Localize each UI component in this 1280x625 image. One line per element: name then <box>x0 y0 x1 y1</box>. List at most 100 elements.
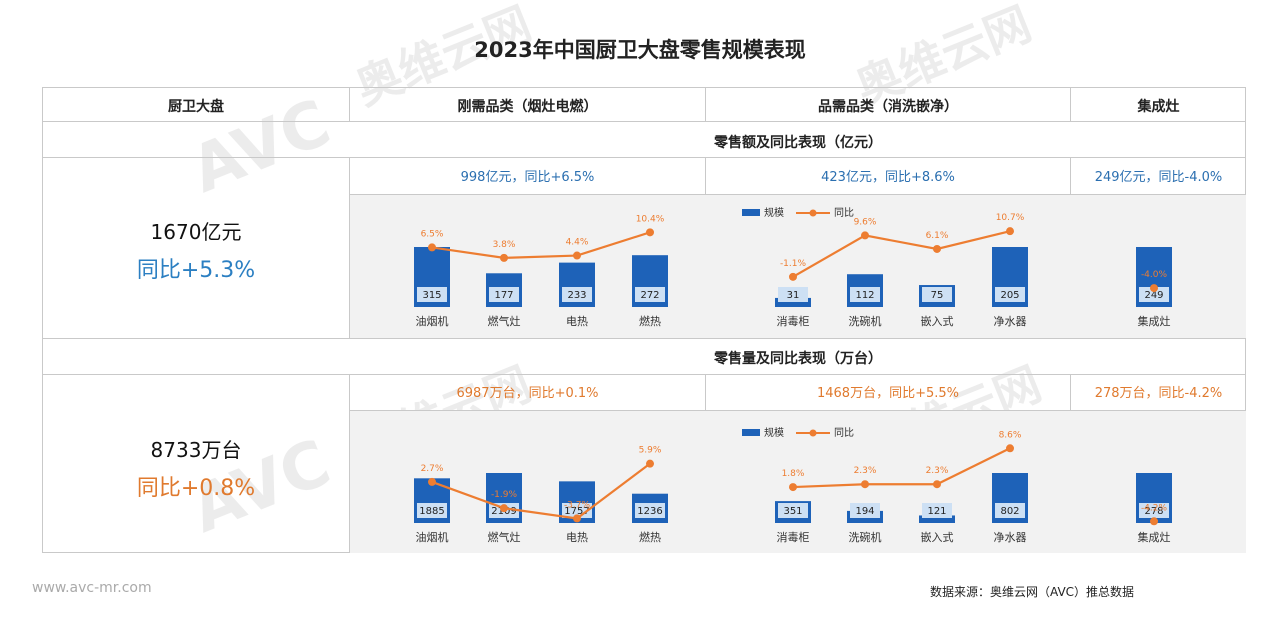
divider <box>349 157 350 338</box>
bar-value-label: 75 <box>931 290 944 301</box>
growth-label: 2.3% <box>926 466 949 476</box>
bar-value-box <box>922 503 952 518</box>
category-label: 集成灶 <box>1138 530 1171 544</box>
category-label: 燃热 <box>639 314 661 328</box>
bar-value-box <box>562 503 592 518</box>
divider <box>42 121 1246 122</box>
total-volume-value: 8733万台 <box>150 438 242 462</box>
bar-value-label: 802 <box>1000 506 1019 517</box>
growth-line <box>792 447 1011 489</box>
growth-point <box>500 253 508 262</box>
divider <box>1070 157 1071 194</box>
growth-label: 10.7% <box>996 213 1025 223</box>
growth-label: 9.6% <box>854 217 877 227</box>
divider <box>349 374 350 553</box>
category-label: 嵌入式 <box>921 315 954 328</box>
growth-point <box>789 483 797 492</box>
section-heading-volume: 零售量及同比表现（万台） <box>714 351 882 367</box>
bar-value-label: 112 <box>855 290 874 301</box>
growth-label: 6.5% <box>421 229 444 239</box>
bar-value-label: 351 <box>783 506 802 517</box>
divider <box>1070 374 1071 410</box>
growth-label: 5.9% <box>639 446 662 456</box>
bar-value-box <box>850 287 880 302</box>
growth-point <box>789 272 797 281</box>
header-upgrade: 品需品类（消洗嵌净） <box>818 99 958 115</box>
bar-value-box <box>850 503 880 518</box>
category-label: 消毒柜 <box>777 530 810 544</box>
growth-label: -1.1% <box>780 259 807 269</box>
bar-value-box <box>1139 503 1169 518</box>
legend-line-marker <box>809 429 817 437</box>
growth-point <box>933 244 941 253</box>
legend-bar-label: 规模 <box>764 426 784 439</box>
bar-value-box <box>922 287 952 302</box>
growth-label: 2.7% <box>421 464 444 474</box>
category-label: 燃气灶 <box>488 314 521 328</box>
sales-chart: 规模 同比 315 油烟机 177 燃气灶 233 电热 272 燃热 6.5% 3.8% 4.4% 10… <box>414 206 1172 328</box>
divider <box>42 157 1246 158</box>
growth-point <box>646 228 654 237</box>
growth-point <box>573 514 581 523</box>
category-label: 嵌入式 <box>921 531 954 544</box>
growth-point <box>1006 227 1014 236</box>
growth-label: -3.7% <box>564 500 591 510</box>
bar-value-box <box>489 287 519 302</box>
divider <box>350 194 1246 195</box>
divider <box>705 374 706 410</box>
bar-value-box <box>778 287 808 302</box>
legend-line-label: 同比 <box>834 427 854 439</box>
bar-value-box <box>995 503 1025 518</box>
summary-integrated-sales: 249亿元，同比-4.0% <box>1094 170 1223 185</box>
growth-point <box>861 231 869 240</box>
growth-point <box>1006 444 1014 453</box>
divider <box>349 87 350 121</box>
growth-label: 2.3% <box>854 466 877 476</box>
category-label: 净水器 <box>994 530 1027 544</box>
growth-point <box>500 504 508 513</box>
bar-value-box <box>995 287 1025 302</box>
header-essential: 刚需品类（烟灶电燃） <box>457 99 598 115</box>
category-label: 洗碗机 <box>849 314 882 328</box>
growth-label: 10.4% <box>636 214 665 224</box>
category-label: 消毒柜 <box>777 314 810 328</box>
volume-chart: 规模同比1885油烟机2109燃气灶1757电热1236燃热2.7%-1.9%-… <box>414 426 1172 544</box>
legend-bar-label: 规模 <box>764 206 784 219</box>
bar-value-box <box>635 287 665 302</box>
data-source-footer: 数据来源：奥维云网（AVC）推总数据 <box>930 585 1135 599</box>
growth-label: 3.8% <box>493 240 516 250</box>
growth-label: -4.0% <box>1141 270 1168 280</box>
bar-value-label: 205 <box>1000 290 1019 301</box>
total-sales-growth: 同比+5.3% <box>136 258 256 283</box>
bar-value-box <box>562 287 592 302</box>
summary-upgrade-volume: 1468万台，同比+5.5% <box>816 386 959 401</box>
category-label: 电热 <box>566 531 588 544</box>
bar <box>775 297 811 307</box>
bar-value-label: 249 <box>1144 290 1163 301</box>
chart-area-sales: 规模 同比 315 油烟机 177 燃气灶 233 电热 272 燃热 6.5% 3.8% 4.4% 10… <box>350 195 1246 338</box>
category-label: 净水器 <box>994 314 1027 328</box>
growth-line <box>431 231 651 259</box>
section-heading-sales: 零售额及同比表现（亿元） <box>714 135 882 151</box>
bar-value-label: 1236 <box>637 506 662 517</box>
growth-label: 4.4% <box>566 238 589 248</box>
chart-area-volume: 规模同比1885油烟机2109燃气灶1757电热1236燃热2.7%-1.9%-… <box>350 411 1246 553</box>
growth-point <box>933 480 941 489</box>
divider <box>42 338 1246 339</box>
summary-essential-volume: 6987万台，同比+0.1% <box>456 386 599 401</box>
website-footer: www.avc-mr.com <box>32 580 152 596</box>
divider <box>1070 87 1071 121</box>
header-integrated: 集成灶 <box>1137 99 1180 115</box>
category-label: 集成灶 <box>1138 314 1171 328</box>
header-overall: 厨卫大盘 <box>168 99 224 115</box>
bar-value-label: 177 <box>494 290 513 301</box>
category-label: 燃热 <box>639 530 661 544</box>
bar-value-box <box>1139 287 1169 302</box>
growth-label: 8.6% <box>999 430 1022 440</box>
legend-line-label: 同比 <box>834 207 854 219</box>
category-label: 洗碗机 <box>849 530 882 544</box>
bar-value-label: 31 <box>787 290 800 301</box>
growth-point <box>428 243 436 252</box>
growth-label: 1.8% <box>782 469 805 479</box>
growth-label: 6.1% <box>926 231 949 241</box>
